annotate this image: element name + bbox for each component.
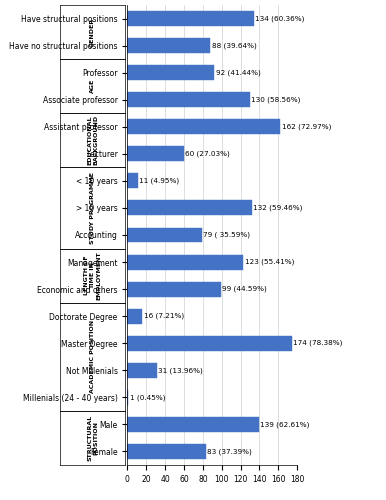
Bar [127, 444, 206, 459]
Bar [127, 200, 252, 216]
Text: 123 (55.41%): 123 (55.41%) [245, 259, 294, 266]
Text: STRUCTURAL
POSITION: STRUCTURAL POSITION [87, 415, 98, 461]
Text: 130 (58.56%): 130 (58.56%) [251, 96, 301, 103]
Text: AGE: AGE [90, 79, 95, 94]
Text: STUDY PROGRAMME: STUDY PROGRAMME [90, 172, 95, 244]
Bar [127, 65, 214, 80]
Text: GENDER: GENDER [90, 18, 95, 46]
Text: 92 (41.44%): 92 (41.44%) [216, 70, 260, 76]
Text: 1 (0.45%): 1 (0.45%) [130, 394, 165, 400]
Bar [127, 38, 210, 53]
Bar [127, 282, 221, 296]
Text: 88 (39.64%): 88 (39.64%) [212, 42, 257, 49]
Bar [127, 228, 202, 242]
Text: 139 (62.61%): 139 (62.61%) [260, 421, 309, 428]
Bar [127, 336, 291, 350]
Text: 16 (7.21%): 16 (7.21%) [144, 313, 184, 320]
Text: 31 (13.96%): 31 (13.96%) [158, 367, 203, 374]
Text: 162 (72.97%): 162 (72.97%) [282, 124, 331, 130]
Text: 174 (78.38%): 174 (78.38%) [293, 340, 342, 346]
Text: 132 (59.46%): 132 (59.46%) [253, 204, 303, 211]
Text: 83 (37.39%): 83 (37.39%) [207, 448, 252, 454]
Bar [127, 92, 250, 107]
Bar [127, 120, 280, 134]
Text: EDUCATIONAL
BACKGROUND: EDUCATIONAL BACKGROUND [87, 115, 98, 166]
Bar [127, 174, 138, 188]
Bar [127, 146, 184, 162]
Text: 99 (44.59%): 99 (44.59%) [222, 286, 267, 292]
Bar [127, 11, 254, 26]
Text: LENGTH OF
TIME IN
EMPLOYMENT: LENGTH OF TIME IN EMPLOYMENT [84, 252, 101, 300]
Text: 11 (4.95%): 11 (4.95%) [139, 178, 179, 184]
Bar [127, 254, 244, 270]
Bar [127, 363, 157, 378]
Bar [127, 390, 128, 405]
Text: 79 ( 35.59%): 79 ( 35.59%) [203, 232, 251, 238]
Text: 60 (27.03%): 60 (27.03%) [185, 150, 230, 157]
Text: ACADEMIC POSITION: ACADEMIC POSITION [90, 320, 95, 394]
Text: 134 (60.36%): 134 (60.36%) [255, 16, 305, 22]
Bar [127, 417, 259, 432]
Bar [127, 308, 142, 324]
